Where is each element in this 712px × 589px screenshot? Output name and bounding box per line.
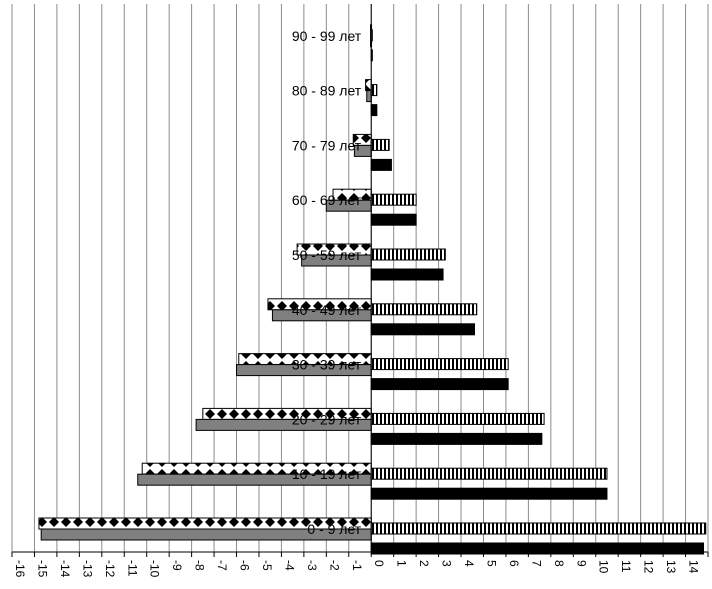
- bars: [38, 24, 707, 555]
- bar: [365, 79, 372, 92]
- x-tick-label: 7: [529, 560, 543, 567]
- bar: [370, 158, 392, 171]
- bar: [370, 467, 608, 480]
- category-label: 70 - 79 лет: [292, 137, 362, 153]
- category-label: 10 - 19 лет: [292, 466, 362, 482]
- bar: [370, 104, 378, 117]
- x-tick-label: 3: [440, 560, 454, 567]
- category-label: 30 - 39 лет: [292, 357, 362, 373]
- x-tick-label: 11: [619, 560, 633, 573]
- bar: [370, 378, 509, 391]
- bar: [370, 213, 417, 226]
- bar: [370, 84, 378, 97]
- x-tick-label: -9: [170, 560, 184, 571]
- x-tick-label: 2: [417, 560, 431, 567]
- x-tick-label: -1: [350, 560, 364, 571]
- x-tick-label: -11: [125, 560, 139, 577]
- x-tick-label: -2: [327, 560, 341, 571]
- x-tick-label: -10: [148, 560, 162, 578]
- x-tick-label: 14: [687, 560, 701, 574]
- bar: [370, 248, 446, 261]
- bar: [370, 138, 390, 151]
- x-tick-label: -12: [103, 560, 117, 578]
- bar: [370, 323, 476, 336]
- category-label: 60 - 69 лет: [292, 192, 362, 208]
- bar: [366, 90, 372, 103]
- x-tick-label: 4: [462, 560, 476, 567]
- x-tick-label: -3: [305, 560, 319, 571]
- x-tick-label: -5: [260, 560, 274, 571]
- category-label: 40 - 49 лет: [292, 302, 362, 318]
- x-tick-label: -6: [238, 560, 252, 571]
- bar: [370, 193, 417, 206]
- x-tick-label: -4: [282, 560, 296, 571]
- bar: [370, 303, 478, 316]
- category-label: 0 - 9 лет: [307, 521, 361, 537]
- category-labels: 0 - 9 лет 10 - 19 лет 20 - 29 лет 30 - 39 л…: [292, 28, 362, 537]
- x-tick-label: -14: [58, 560, 72, 578]
- category-label: 80 - 89 лет: [292, 83, 362, 99]
- category-label: 50 - 59 лет: [292, 247, 362, 263]
- bar: [370, 487, 608, 500]
- bar: [370, 268, 444, 281]
- x-tick-label: 13: [664, 560, 678, 574]
- x-tick-label: 9: [574, 560, 588, 567]
- category-label: 20 - 29 лет: [292, 411, 362, 427]
- x-tick-label: 6: [507, 560, 521, 567]
- x-tick-label: -7: [215, 560, 229, 571]
- x-tick-label: -16: [13, 560, 27, 578]
- x-tick-label: 15: [709, 560, 712, 574]
- x-tick-label: -13: [80, 560, 94, 578]
- x-tick-label: -8: [193, 560, 207, 571]
- x-tick-label: -15: [35, 560, 49, 578]
- bar: [370, 358, 509, 371]
- bar: [370, 432, 543, 445]
- category-label: 90 - 99 лет: [292, 28, 362, 44]
- x-tick-label: 5: [484, 560, 498, 567]
- x-tick-label: 1: [395, 560, 409, 567]
- bar: [370, 522, 707, 535]
- x-tick-label: 12: [642, 560, 656, 574]
- bar: [370, 412, 545, 425]
- x-tick-label: 10: [597, 560, 611, 574]
- x-tick-label: 8: [552, 560, 566, 567]
- x-axis: -16 -15 -14 -13 -12 -11 -10 -9 -8 -7 -6 -5 -4 -3 -2 -1 0…: [11, 4, 712, 578]
- x-tick-label: 0: [372, 560, 386, 567]
